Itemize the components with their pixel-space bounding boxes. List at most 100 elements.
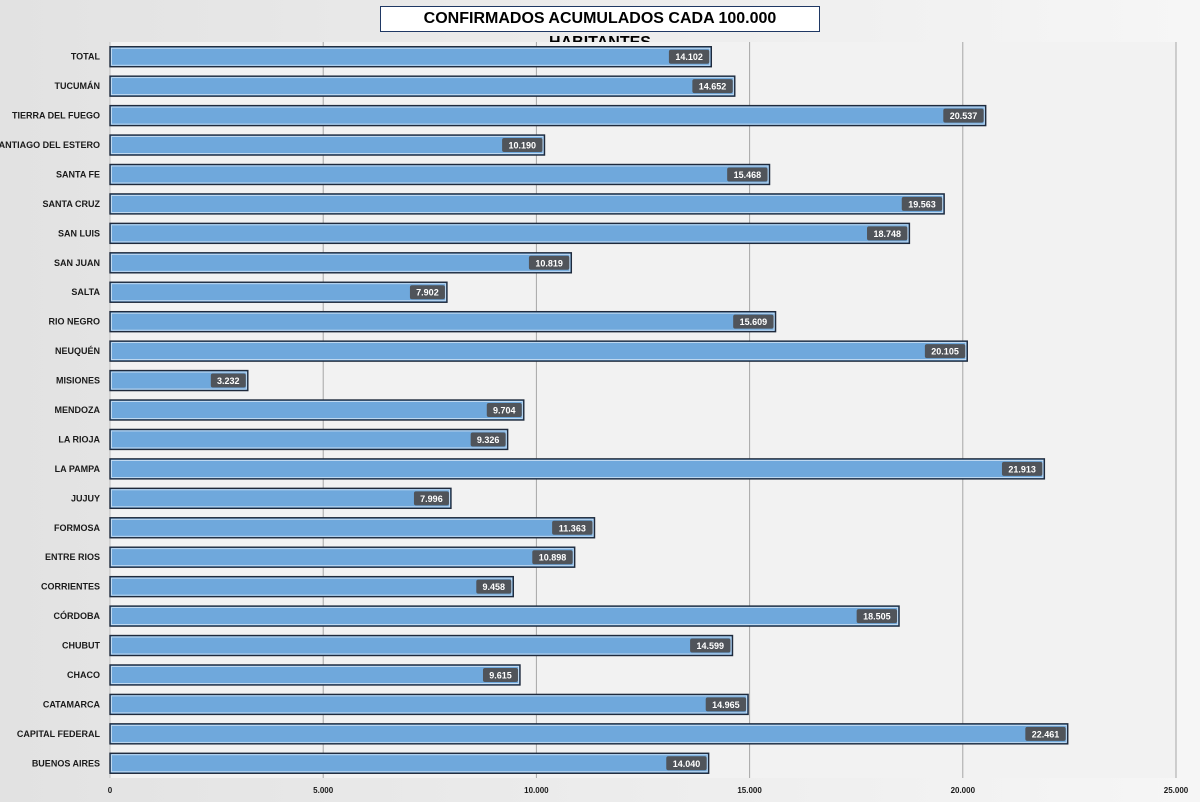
data-label-box	[1001, 461, 1043, 476]
data-label-box	[856, 609, 898, 624]
category-label: RIO NEGRO	[48, 317, 100, 327]
category-label: MISIONES	[56, 376, 100, 386]
category-label: SAN LUIS	[58, 228, 100, 238]
data-label: 15.609	[740, 317, 768, 327]
category-label: SANTA FE	[56, 169, 100, 179]
bar	[109, 546, 576, 568]
data-label: 14.040	[673, 759, 701, 769]
data-label-box	[1025, 726, 1066, 741]
data-label-box	[668, 49, 710, 64]
bar-inner-highlight	[111, 165, 769, 184]
data-label-box	[924, 344, 966, 359]
category-label: TIERRA DEL FUEGO	[12, 111, 100, 121]
category-label: SANTA CRUZ	[43, 199, 101, 209]
data-label: 11.363	[559, 523, 586, 533]
category-label: TOTAL	[71, 52, 101, 62]
bar-inner-highlight	[111, 224, 909, 243]
category-label: SAN JUAN	[54, 258, 100, 268]
bar-inner-highlight	[111, 77, 734, 96]
bar-inner-highlight	[111, 430, 507, 449]
data-label: 20.105	[931, 347, 959, 357]
category-label: ENTRE RIOS	[45, 552, 100, 562]
category-label: CHUBUT	[62, 641, 100, 651]
data-label-box	[470, 432, 506, 447]
data-label: 18.505	[863, 612, 891, 622]
bar	[109, 575, 514, 598]
bar-inner-highlight	[111, 607, 898, 625]
bar	[109, 252, 573, 274]
bar-inner-highlight	[111, 312, 775, 331]
data-label: 10.898	[539, 553, 567, 563]
bar-inner-highlight	[111, 106, 985, 125]
category-label: BUENOS AIRES	[32, 758, 100, 768]
bar-inner-highlight	[111, 695, 748, 714]
category-label: CHACO	[67, 670, 100, 680]
data-label-box	[705, 697, 747, 712]
bar	[109, 193, 945, 215]
category-label: LA PAMPA	[55, 464, 101, 474]
bar-inner-highlight	[111, 489, 450, 508]
x-tick-label: 0	[108, 786, 113, 795]
bar-inner-highlight	[111, 754, 708, 773]
data-label: 14.599	[697, 641, 725, 651]
x-tick-label: 15.000	[737, 786, 762, 795]
bar	[109, 634, 734, 657]
category-label: FORMOSA	[54, 523, 100, 533]
bar-inner-highlight	[111, 342, 967, 361]
bar	[109, 752, 710, 774]
data-label: 21.913	[1008, 464, 1036, 474]
data-label: 14.102	[675, 52, 703, 62]
data-label-box	[476, 579, 512, 594]
x-tick-label: 20.000	[951, 786, 976, 795]
category-label: CÓRDOBA	[54, 610, 101, 621]
data-label-box	[502, 138, 543, 153]
data-label: 10.190	[509, 141, 537, 151]
data-label-box	[690, 638, 731, 653]
data-label: 14.965	[712, 700, 740, 710]
bar-inner-highlight	[111, 636, 732, 655]
data-label-box	[486, 403, 522, 417]
category-label: TUCUMÁN	[55, 81, 101, 91]
category-label: NEUQUÉN	[55, 346, 100, 356]
x-tick-label: 5.000	[313, 786, 334, 795]
data-label: 9.615	[489, 670, 512, 680]
data-label-box	[210, 373, 246, 388]
bar-inner-highlight	[111, 459, 1044, 478]
category-label: SALTA	[71, 287, 100, 297]
chart-title: CONFIRMADOS ACUMULADOS CADA 100.000 HABI…	[380, 6, 820, 51]
data-label: 19.563	[908, 199, 936, 209]
bar	[109, 46, 713, 68]
bar-inner-highlight	[111, 47, 711, 66]
bar	[109, 517, 596, 539]
data-label-box	[943, 108, 984, 123]
category-label: MENDOZA	[55, 405, 101, 415]
category-label: SANTIAGO DEL ESTERO	[0, 140, 100, 150]
bar	[109, 104, 987, 127]
data-label: 7.902	[416, 288, 439, 298]
bar	[109, 310, 777, 333]
bar-inner-highlight	[111, 401, 523, 419]
data-label: 7.996	[420, 494, 443, 504]
bar	[109, 75, 736, 97]
bar	[109, 163, 771, 186]
data-label: 3.232	[217, 376, 240, 386]
data-label-box	[528, 255, 570, 270]
bar	[109, 134, 546, 156]
bar	[109, 723, 1069, 745]
data-label: 10.819	[535, 258, 563, 268]
category-label: CORRIENTES	[41, 582, 100, 592]
data-label-box	[733, 314, 774, 329]
bar	[109, 281, 448, 303]
data-label-box	[666, 756, 707, 771]
bar	[109, 458, 1046, 480]
data-label-box	[409, 285, 445, 300]
bar	[109, 340, 968, 362]
category-label: JUJUY	[71, 493, 100, 503]
bar-inner-highlight	[111, 518, 594, 537]
bar	[109, 428, 509, 451]
category-label: LA RIOJA	[58, 434, 100, 444]
bar-inner-highlight	[111, 724, 1067, 743]
data-label-box	[867, 226, 908, 241]
